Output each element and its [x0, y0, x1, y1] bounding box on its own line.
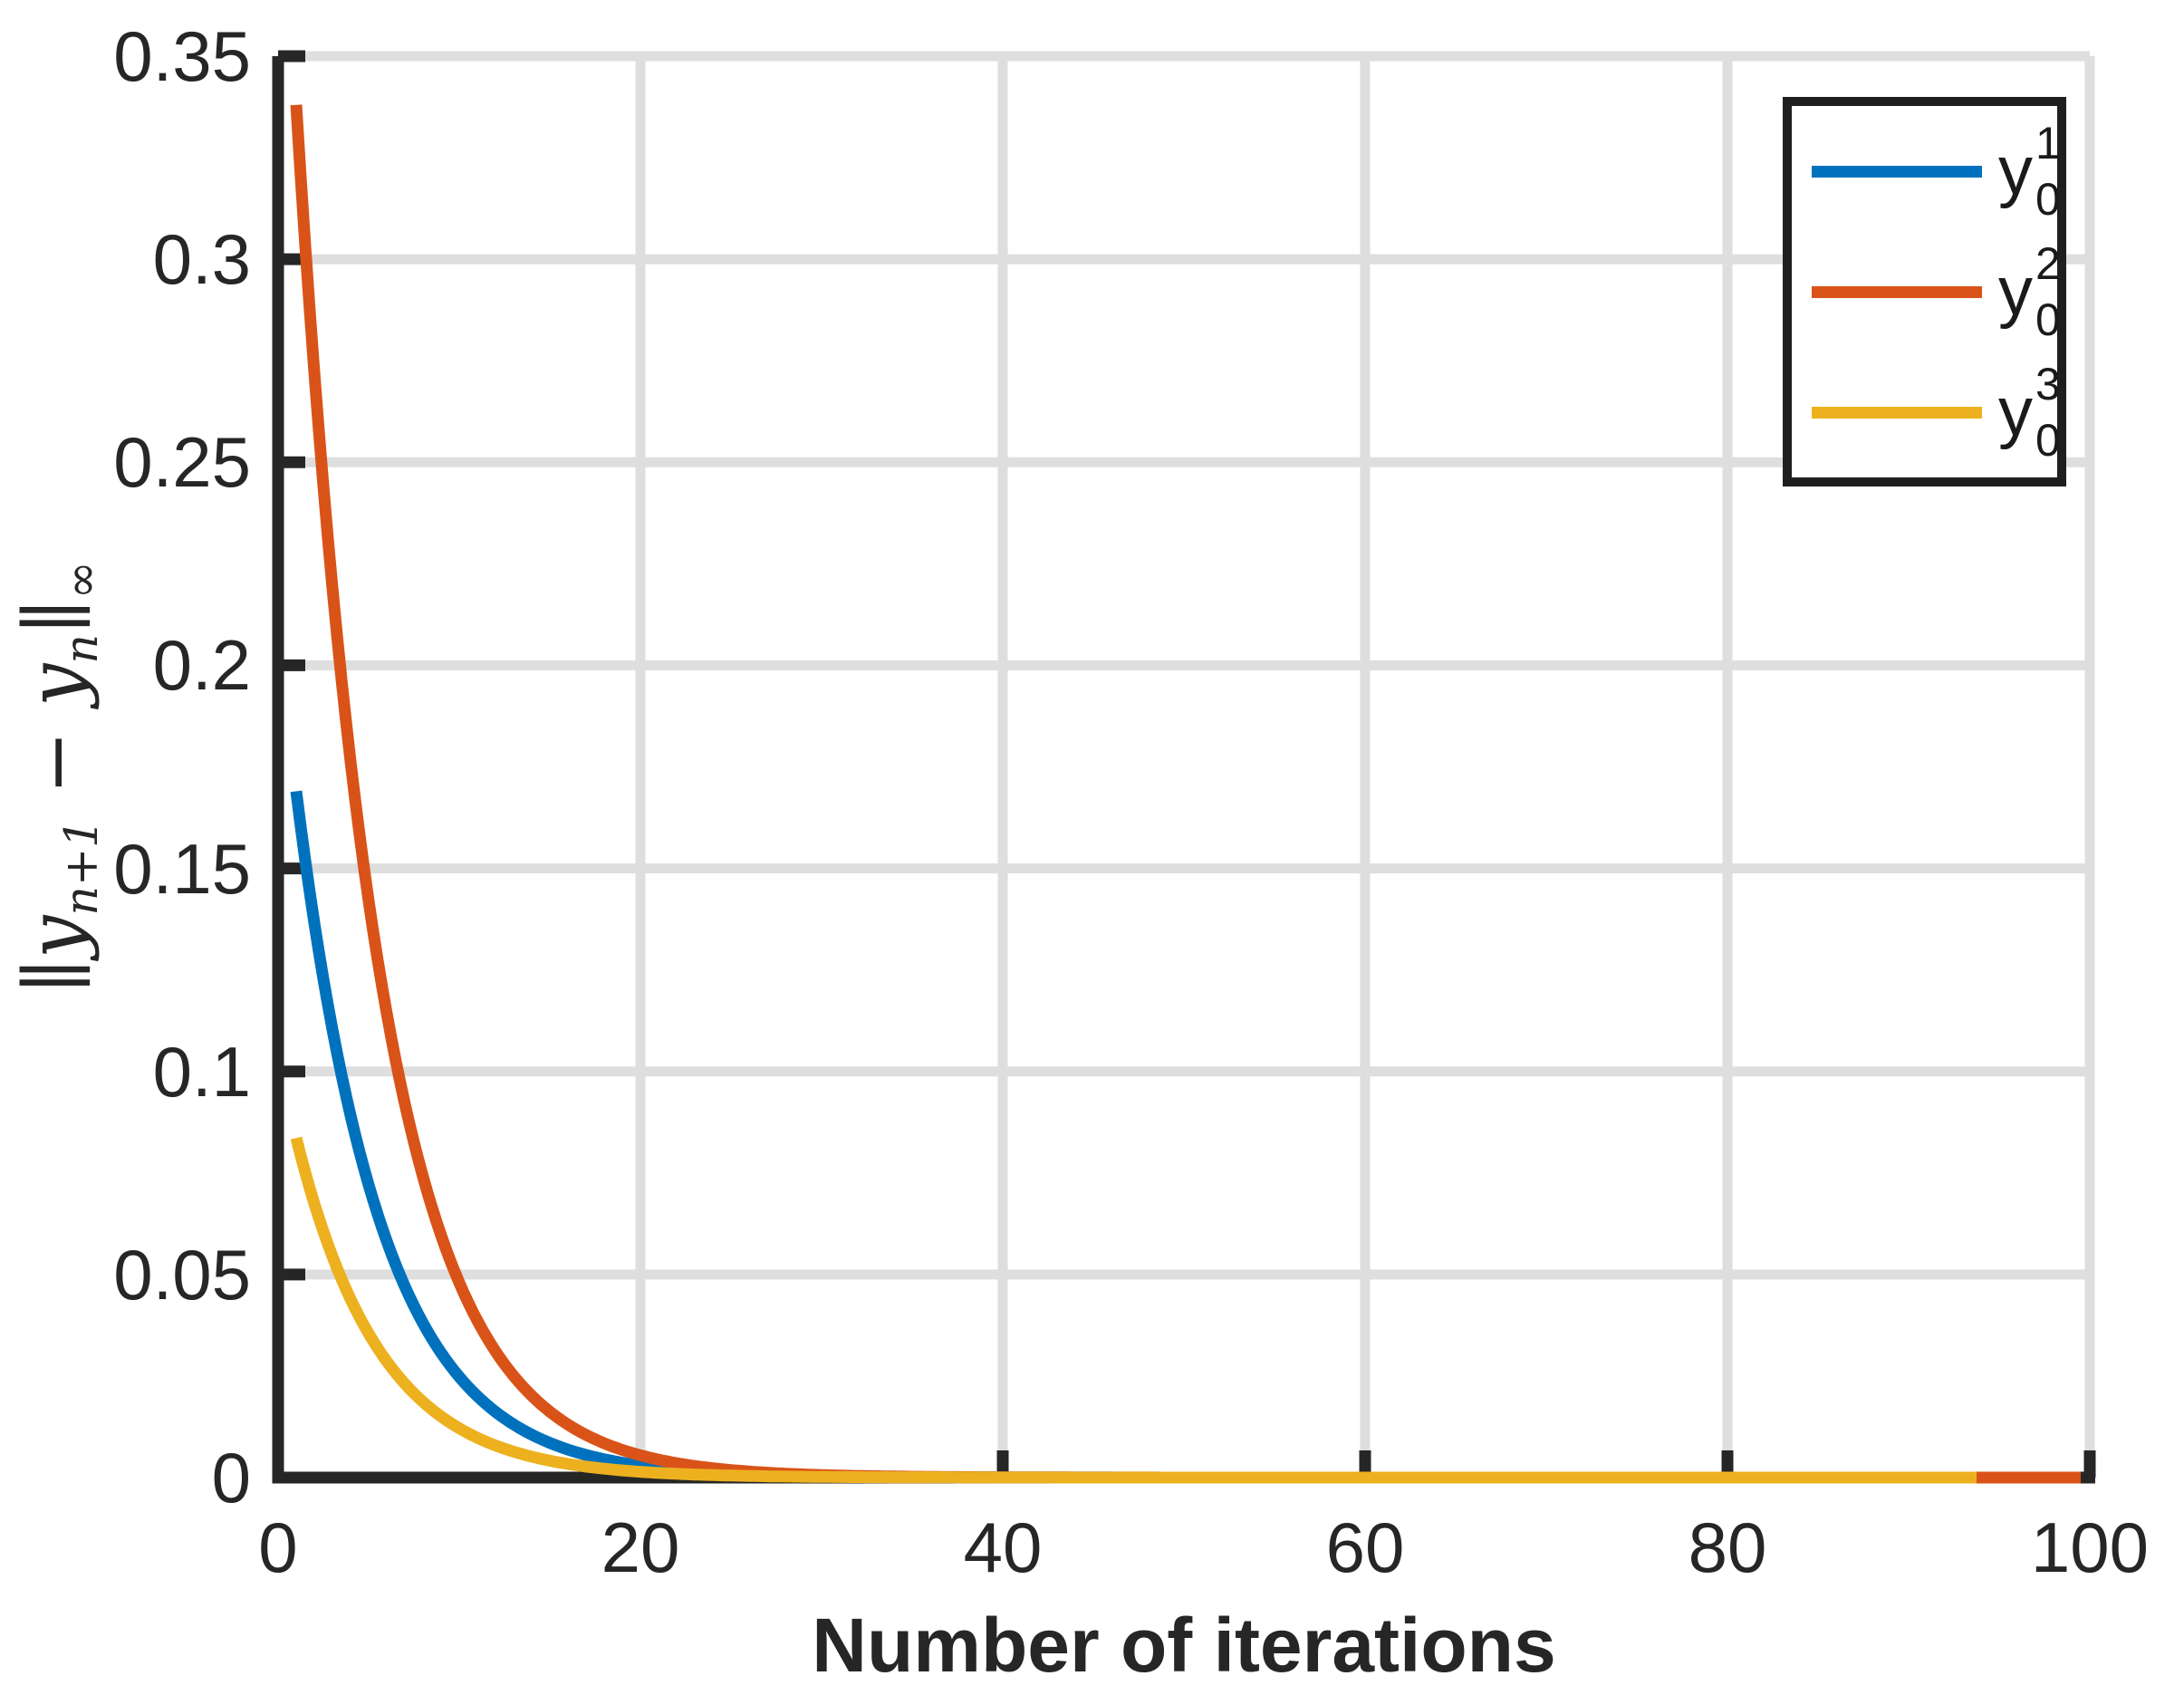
- legend-label-subscript: 0: [2035, 415, 2061, 466]
- legend-label-subscript: 0: [2035, 294, 2061, 345]
- legend-label-superscript: 2: [2035, 238, 2061, 289]
- legend-line-sample: [1812, 285, 1982, 298]
- y-tick-label: 0.2: [152, 625, 251, 706]
- y-tick-label: 0.35: [113, 16, 251, 96]
- y-tick-label: 0.25: [113, 422, 251, 503]
- legend-label-base: y: [1998, 373, 2033, 450]
- y-tick-label: 0.05: [113, 1234, 251, 1315]
- legend-label-subscript: 0: [2035, 174, 2061, 225]
- y-axis-label-subscript: ∞: [54, 561, 109, 600]
- legend-label-base: y: [1998, 132, 2033, 209]
- y-tick-label: 0.15: [113, 828, 251, 909]
- series-line-y0-1: [290, 790, 2073, 1484]
- legend-line-sample: [1812, 406, 1982, 419]
- x-tick-label: 40: [963, 1507, 1043, 1587]
- y-tick-label: 0.3: [152, 219, 251, 300]
- legend-label-superscript: 3: [2035, 359, 2061, 409]
- x-tick-label: 20: [601, 1507, 680, 1587]
- series-line-y0-3: [290, 1136, 1978, 1484]
- y-tick-label: 0: [211, 1438, 251, 1517]
- x-tick-label: 60: [1325, 1507, 1405, 1587]
- x-axis-label: Number of iterations: [812, 1603, 1556, 1688]
- y-axis-label-text: ∥y: [12, 915, 101, 994]
- x-tick-label: 80: [1688, 1507, 1767, 1587]
- legend-label-superscript: 1: [2035, 118, 2061, 169]
- x-tick-label: 100: [2030, 1507, 2150, 1587]
- x-tick-label: 0: [258, 1507, 298, 1587]
- legend-line-sample: [1812, 165, 1982, 178]
- y-tick-label: 0.1: [152, 1031, 251, 1112]
- legend-label-base: y: [1998, 253, 2033, 330]
